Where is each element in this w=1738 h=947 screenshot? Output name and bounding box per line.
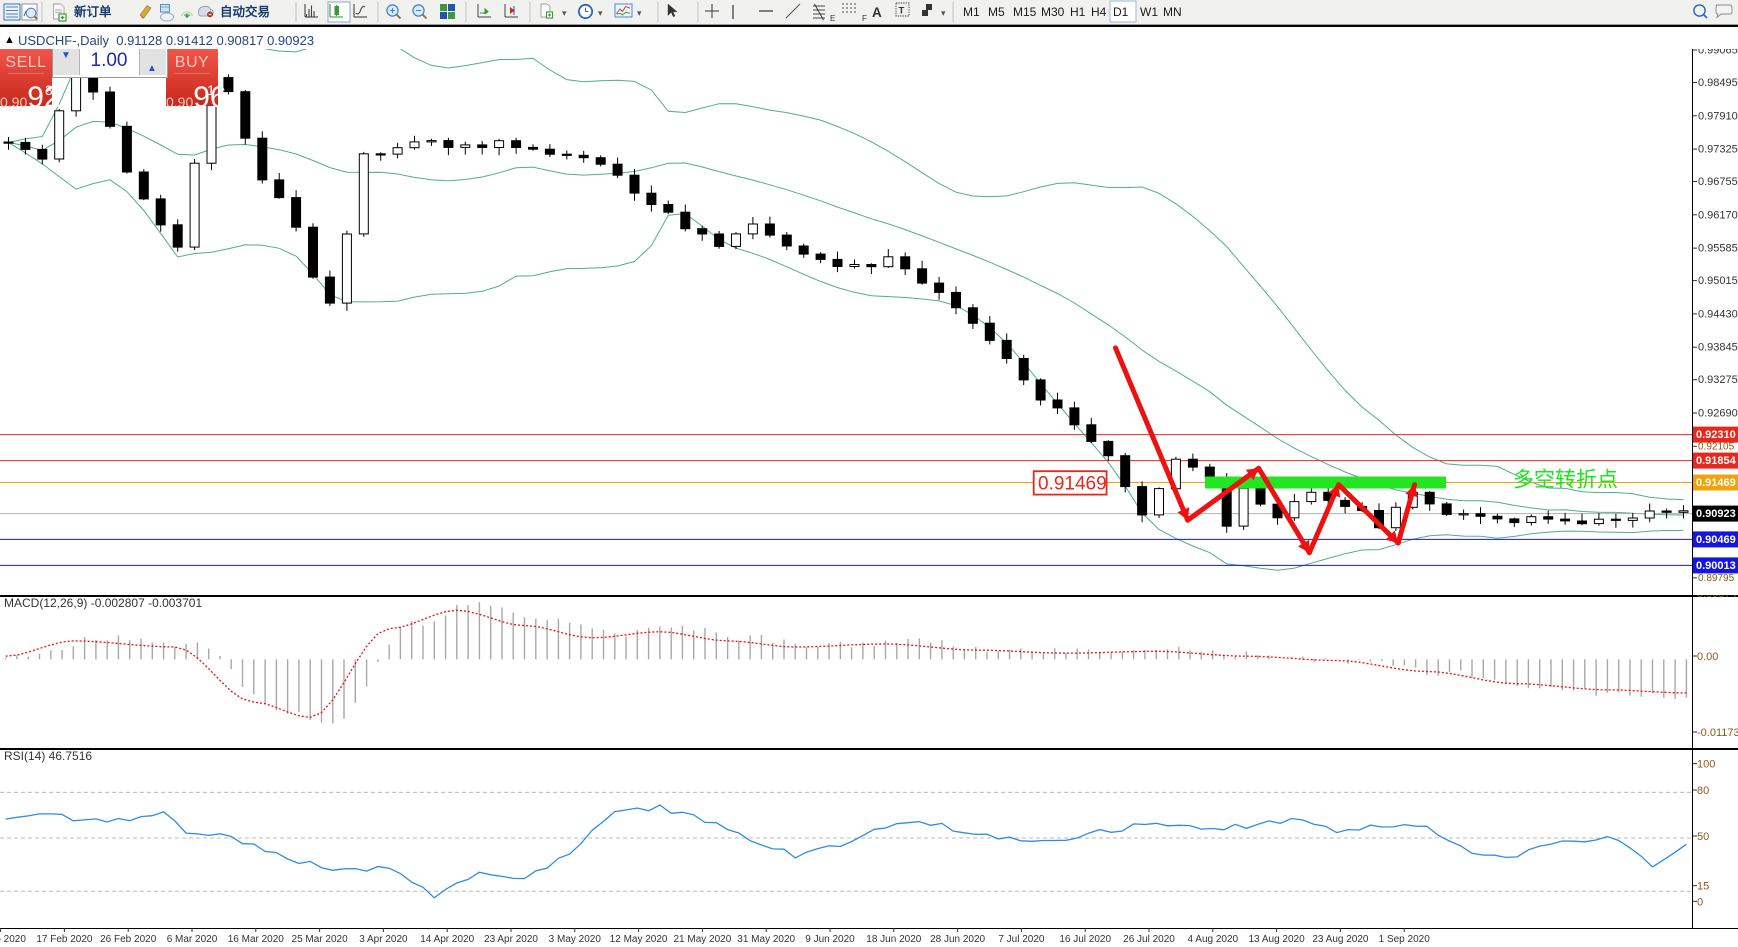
svg-text:0.92690: 0.92690 [1698,408,1738,420]
svg-text:0.93845: 0.93845 [1698,342,1738,354]
svg-text:1 Sep 2020: 1 Sep 2020 [1379,934,1431,945]
svg-text:M1: M1 [963,5,980,19]
svg-text:▾: ▾ [941,8,946,18]
svg-text:0.89795: 0.89795 [1698,573,1735,584]
svg-text:0.92310: 0.92310 [1696,429,1736,441]
svg-text:-0.011738: -0.011738 [1697,727,1738,739]
svg-text:9 Jun 2020: 9 Jun 2020 [805,934,855,945]
svg-text:6 Mar 2020: 6 Mar 2020 [167,934,218,945]
svg-text:W1: W1 [1140,5,1158,19]
svg-text:E: E [830,14,835,23]
svg-text:▾: ▾ [598,8,603,18]
svg-text:0.92105: 0.92105 [1698,442,1735,453]
svg-text:26 Jul 2020: 26 Jul 2020 [1123,934,1175,945]
svg-text:17 Feb 2020: 17 Feb 2020 [36,934,93,945]
svg-text:4 Aug 2020: 4 Aug 2020 [1187,934,1238,945]
svg-text:多空转折点: 多空转折点 [1513,469,1618,492]
svg-text:0: 0 [1697,896,1703,908]
svg-text:0.96755: 0.96755 [1698,176,1738,188]
svg-text:7 Feb 2020: 7 Feb 2020 [0,934,26,945]
svg-text:25 Mar 2020: 25 Mar 2020 [292,934,349,945]
svg-text:0.00: 0.00 [1697,651,1718,663]
svg-text:23 Aug 2020: 23 Aug 2020 [1312,934,1369,945]
svg-text:0.005744: 0.005744 [1697,595,1738,600]
svg-text:28 Jun 2020: 28 Jun 2020 [930,934,985,945]
svg-text:13 Aug 2020: 13 Aug 2020 [1249,934,1306,945]
svg-text:3 May 2020: 3 May 2020 [549,934,602,945]
svg-text:F: F [862,14,867,23]
svg-text:M15: M15 [1013,5,1037,19]
svg-text:0.97910: 0.97910 [1698,110,1738,122]
svg-text:0.95585: 0.95585 [1698,243,1738,255]
svg-text:100: 100 [1697,759,1715,771]
svg-text:H1: H1 [1070,5,1086,19]
svg-text:23 Apr 2020: 23 Apr 2020 [484,934,538,945]
svg-text:0.90469: 0.90469 [1696,534,1736,546]
svg-text:18 Jun 2020: 18 Jun 2020 [866,934,921,945]
svg-text:7 Jul 2020: 7 Jul 2020 [998,934,1045,945]
svg-text:MN: MN [1163,5,1182,19]
svg-text:21 May 2020: 21 May 2020 [673,934,731,945]
svg-text:0.95015: 0.95015 [1698,275,1738,287]
svg-text:0.91469: 0.91469 [1038,474,1107,495]
svg-text:新订单: 新订单 [74,4,112,19]
svg-text:80: 80 [1697,785,1709,797]
svg-text:M5: M5 [988,5,1005,19]
svg-text:自动交易: 自动交易 [220,4,270,19]
svg-text:0.98495: 0.98495 [1698,77,1738,89]
svg-text:50: 50 [1697,831,1709,843]
svg-text:26 Feb 2020: 26 Feb 2020 [100,934,157,945]
svg-text:0.90013: 0.90013 [1696,560,1736,572]
svg-text:D1: D1 [1113,5,1129,19]
svg-text:14 Apr 2020: 14 Apr 2020 [420,934,474,945]
svg-text:0.90923: 0.90923 [1696,508,1736,520]
svg-text:MACD(12,26,9) -0.002807 -0.003: MACD(12,26,9) -0.002807 -0.003701 [4,596,202,610]
svg-text:31 May 2020: 31 May 2020 [737,934,795,945]
svg-text:M30: M30 [1041,5,1065,19]
svg-text:▾: ▾ [637,8,642,18]
svg-text:0.93275: 0.93275 [1698,374,1738,386]
svg-text:0.97325: 0.97325 [1698,144,1738,156]
svg-text:16 Mar 2020: 16 Mar 2020 [228,934,285,945]
svg-text:RSI(14) 46.7516: RSI(14) 46.7516 [4,749,92,763]
svg-text:15: 15 [1697,881,1709,893]
svg-text:12 May 2020: 12 May 2020 [610,934,668,945]
svg-text:A: A [872,5,882,20]
svg-text:0.96170: 0.96170 [1698,209,1738,221]
svg-text:16 Jul 2020: 16 Jul 2020 [1059,934,1111,945]
svg-text:T: T [899,6,905,17]
svg-text:0.91854: 0.91854 [1696,455,1737,467]
svg-text:0.91469: 0.91469 [1696,477,1736,489]
svg-text:▾: ▾ [562,8,567,18]
svg-text:0.94430: 0.94430 [1698,308,1738,320]
svg-text:H4: H4 [1091,5,1107,19]
svg-text:3 Apr 2020: 3 Apr 2020 [359,934,408,945]
